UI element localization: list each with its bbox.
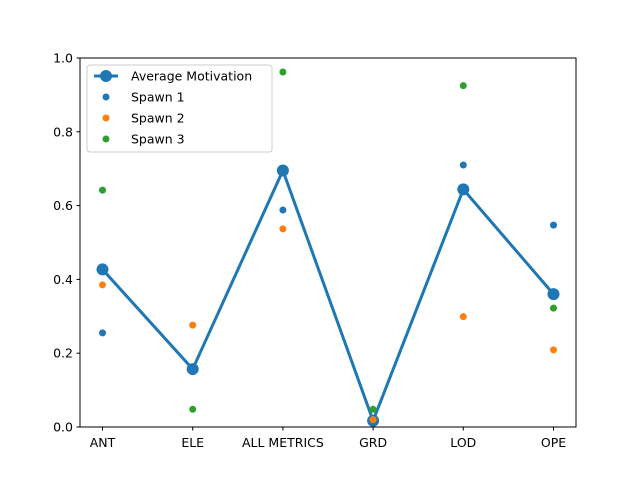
spawn-3-point [189, 405, 197, 413]
y-tick-label: 0.8 [53, 124, 73, 139]
y-tick-label: 1.0 [53, 51, 73, 66]
spawn-3-point [99, 186, 106, 194]
spawn-3-point [279, 68, 287, 76]
average-motivation-point [276, 164, 289, 177]
legend: Average Motivation Spawn 1 Spawn 2 Spawn 3 [86, 64, 273, 153]
x-tick-label: OPE [541, 435, 566, 450]
spawn-2-point [279, 225, 287, 233]
x-tick-label: LOD [450, 435, 476, 450]
x-tick-label: ALL METRICS [242, 435, 324, 450]
legend-label: Spawn 3 [131, 132, 185, 147]
spawn-2-point [550, 346, 557, 354]
series-layer [96, 68, 560, 427]
legend-marker-swatch [102, 114, 110, 122]
legend-marker-swatch [100, 70, 112, 82]
x-tick-label: GRD [359, 435, 387, 450]
y-tick-label: 0.6 [53, 198, 73, 213]
spawn-2-point [189, 321, 197, 329]
legend-marker-swatch [102, 93, 110, 101]
legend-item: Average Motivation [94, 69, 252, 84]
y-tick-label: 0.0 [53, 420, 73, 435]
average-motivation-line [101, 169, 555, 423]
series-4 [99, 68, 557, 413]
spawn-1-point [459, 161, 467, 169]
spawn-1-point [279, 206, 287, 214]
legend-item: Spawn 3 [102, 132, 185, 147]
x-tick-label: ANT [90, 435, 116, 450]
spawn-3-point [550, 304, 557, 312]
legend-marker-swatch [102, 135, 110, 143]
x-tick-label: ELE [181, 435, 204, 450]
legend-item: Spawn 2 [102, 111, 185, 126]
spawn-2-point [99, 281, 106, 289]
legend-box [86, 64, 273, 153]
spawn-3-point [369, 405, 377, 413]
spawn-2-point [459, 313, 467, 321]
spawn-1-point [99, 329, 106, 337]
average-motivation-point [457, 183, 470, 196]
y-tick-label: 0.4 [53, 272, 73, 287]
spawn-2-point [369, 416, 377, 424]
series-3 [99, 225, 557, 424]
legend-label: Spawn 2 [131, 111, 185, 126]
spawn-1-point [189, 368, 197, 376]
plot-frame [79, 57, 577, 428]
spawn-3-point [459, 82, 467, 90]
average-motivation-point [96, 263, 109, 276]
spawn-1-point [550, 221, 557, 229]
average-motivation-point [547, 288, 560, 301]
y-axis: 0.0 0.2 0.4 0.6 0.8 1.0 [53, 51, 80, 435]
legend-item: Spawn 1 [102, 90, 185, 105]
x-axis: ANT ELE ALL METRICS GRD LOD OPE [90, 427, 566, 450]
legend-label: Spawn 1 [131, 90, 185, 105]
y-tick-label: 0.2 [53, 346, 73, 361]
legend-label: Average Motivation [131, 69, 252, 84]
